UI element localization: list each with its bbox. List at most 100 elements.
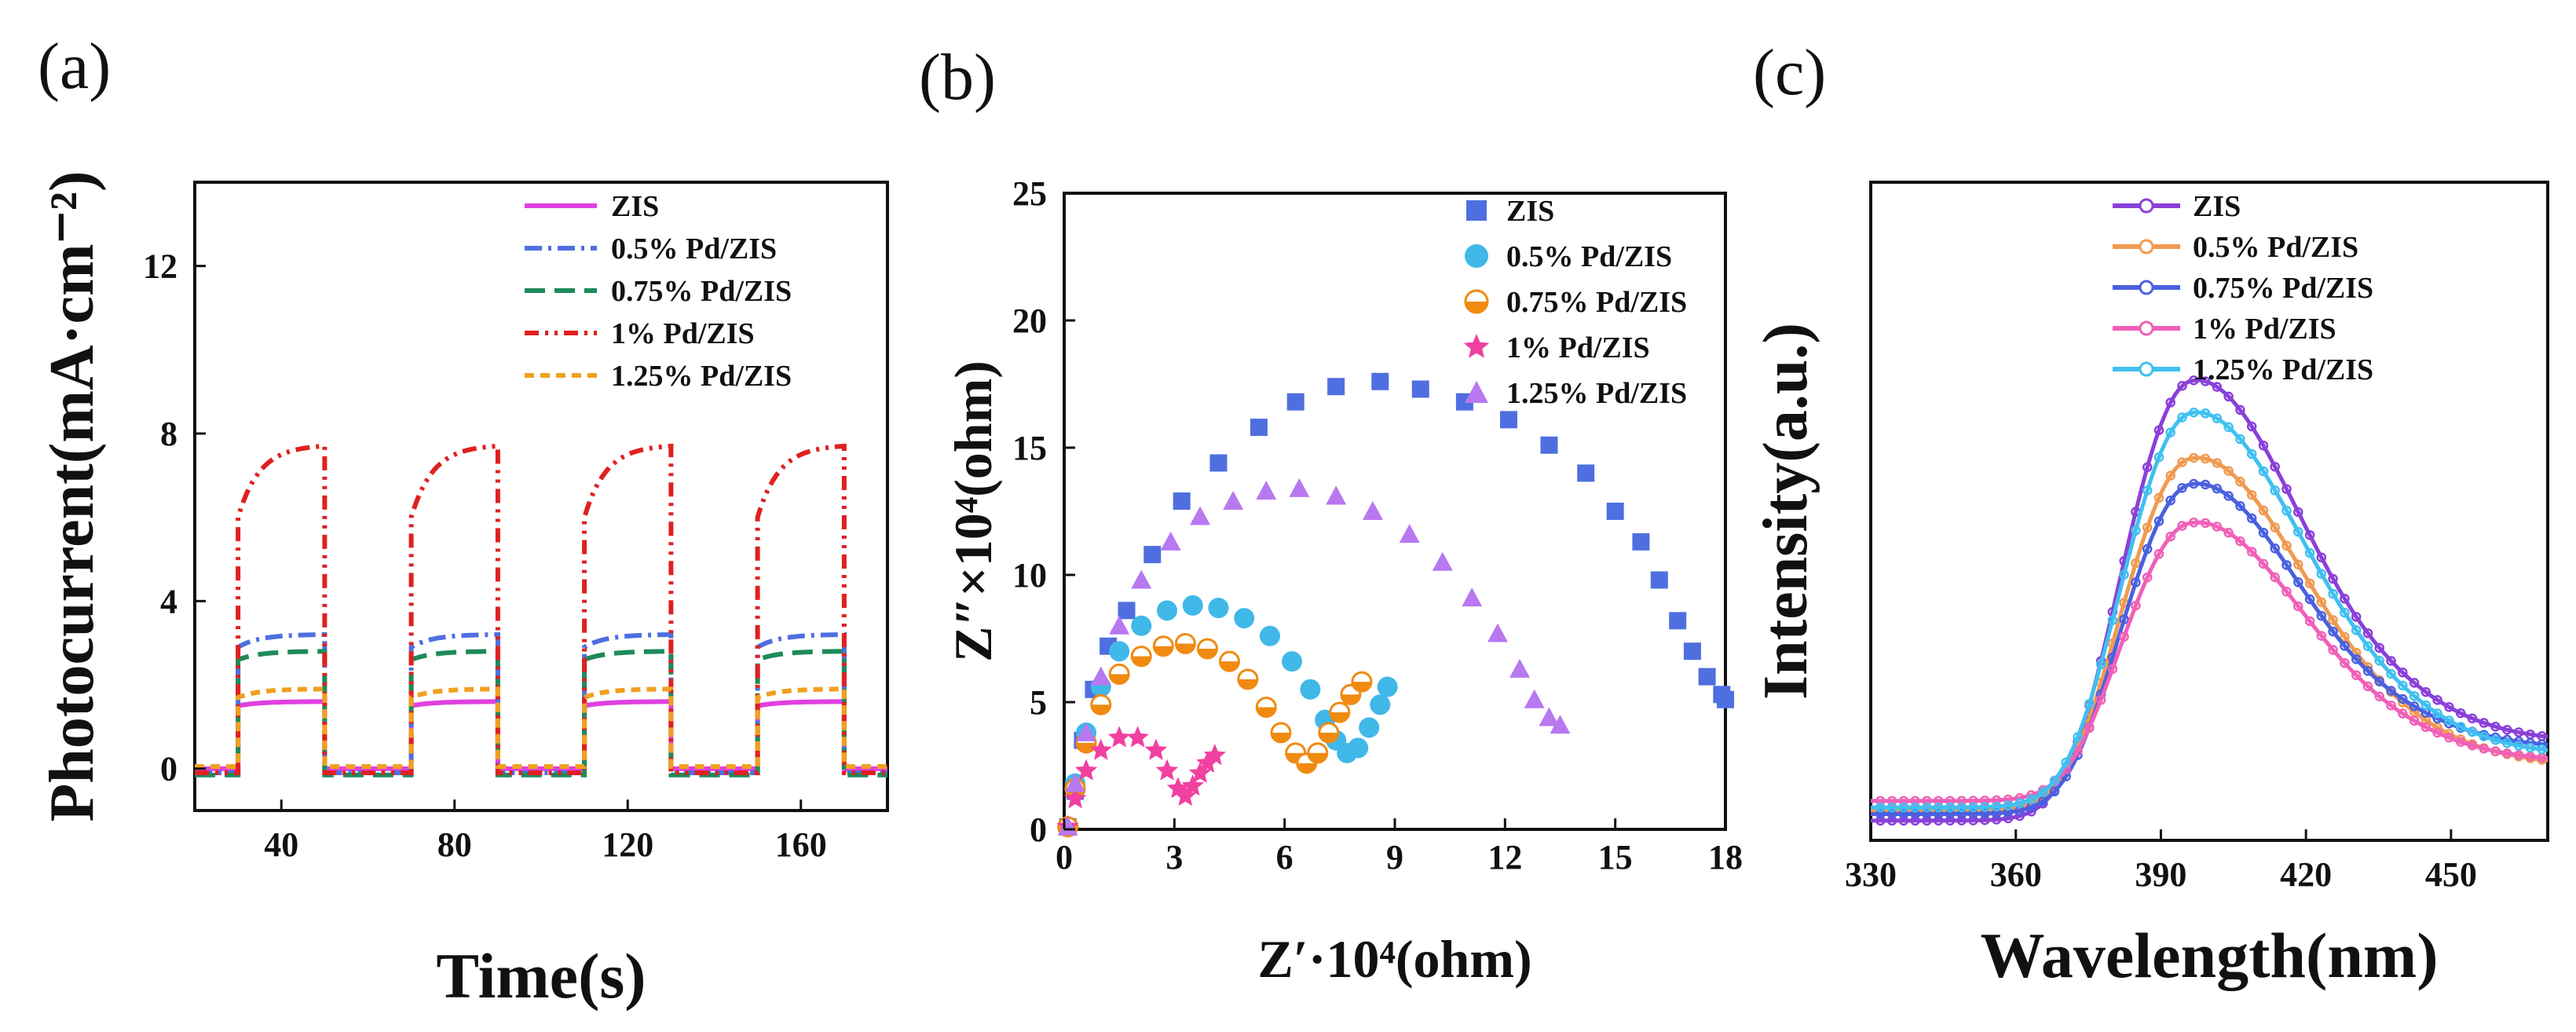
data-point-1-pd-zis (2223, 528, 2234, 538)
data-point-0-75-pd-zis (1130, 646, 1152, 668)
panel-c-label: (c) (1753, 36, 1826, 109)
data-point-1-25-pd-zis (2037, 787, 2048, 797)
data-point-0-75-pd-zis (1174, 632, 1196, 654)
y-tick-label: 4 (160, 582, 177, 620)
data-point-zis (1327, 378, 1345, 396)
data-point-0-75-pd-zis (1910, 809, 1920, 819)
data-point-0-5-pd-zis (1208, 598, 1229, 619)
data-point-zis (1606, 503, 1624, 520)
x-tick-label: 6 (1276, 838, 1293, 876)
data-point-0-5-pd-zis (2153, 492, 2164, 503)
data-point-1-25-pd-zis (2351, 625, 2362, 635)
data-point-1-25-pd-zis (2281, 506, 2292, 516)
panel-c-ylabel: Intensity(a.u.) (1751, 323, 1820, 700)
data-point-1-25-pd-zis (1886, 802, 1897, 813)
data-point-1-pd-zis (1991, 795, 2002, 806)
data-point-zis (2374, 642, 2384, 653)
data-point-1-25-pd-zis (2316, 569, 2327, 579)
data-point-1-25-pd-zis (2432, 708, 2442, 719)
data-point-0-75-pd-zis-fill (1132, 656, 1151, 666)
data-point-zis (1250, 419, 1268, 437)
data-point-1-25-pd-zis (1109, 615, 1130, 635)
data-point-0-75-pd-zis-fill (1154, 646, 1173, 656)
data-point-0-5-pd-zis (1359, 717, 1380, 738)
data-point-0-75-pd-zis (2386, 686, 2396, 696)
data-point-0-75-pd-zis (1991, 808, 2002, 818)
legend-label-zis: ZIS (1506, 195, 1554, 228)
data-point-1-25-pd-zis (2084, 699, 2095, 709)
data-point-1-25-pd-zis (1991, 801, 2002, 812)
data-point-0-5-pd-zis (1300, 679, 1321, 700)
y-tick-label: 8 (160, 415, 177, 453)
data-point-0-75-pd-zis (1196, 638, 1218, 660)
data-point-zis (2432, 695, 2442, 705)
series-line-0-75-pd-zis (1871, 481, 2548, 816)
data-point-0-5-pd-zis (1348, 737, 1369, 759)
data-point-1-pd-zis (2316, 631, 2327, 641)
data-point-1-25-pd-zis (2502, 737, 2512, 748)
data-point-0-75-pd-zis (1980, 808, 1990, 819)
panel-c-frame (1869, 181, 2549, 842)
data-point-1-pd-zis (1933, 796, 1944, 806)
legend-marker-1-pd-zis (1463, 334, 1490, 358)
data-point-1-25-pd-zis (2490, 735, 2501, 745)
data-point-1-25-pd-zis (1057, 816, 1078, 836)
data-point-1-25-pd-zis (1487, 623, 1508, 642)
data-point-0-75-pd-zis (2131, 577, 2141, 587)
data-point-0-5-pd-zis (1109, 641, 1130, 662)
data-point-0-75-pd-zis-fill (1271, 732, 1290, 742)
data-point-1-25-pd-zis (1362, 501, 1383, 520)
data-point-0-75-pd-zis (2153, 516, 2164, 526)
legend-marker-0-5-pd-zis (2139, 239, 2154, 254)
series-zis (1871, 375, 2548, 826)
data-point-0-5-pd-zis (2200, 453, 2211, 464)
data-point-zis (2328, 573, 2338, 584)
data-point-1-pd-zis (2131, 600, 2141, 611)
data-point-zis (2467, 713, 2478, 723)
data-point-1-pd-zis (2351, 670, 2362, 680)
legend-label-zis: ZIS (611, 190, 659, 223)
data-point-0-5-pd-zis (2142, 522, 2153, 532)
data-point-0-75-pd-zis (2328, 626, 2338, 637)
data-point-1-25-pd-zis (2142, 485, 2153, 496)
data-point-zis (1898, 815, 1909, 826)
data-point-1-pd-zis (2165, 531, 2175, 542)
panel-a-label: (a) (38, 30, 111, 103)
legend-label-1-25-pd-zis: 1.25% Pd/ZIS (1506, 377, 1687, 410)
data-point-1-pd-zis (2420, 722, 2431, 733)
data-point-0-75-pd-zis-fill (1220, 661, 1239, 672)
data-point-0-75-pd-zis (2270, 543, 2280, 554)
data-point-zis (2003, 813, 2014, 824)
legend-label-1-pd-zis: 1% Pd/ZIS (1506, 331, 1650, 364)
data-point-1-25-pd-zis (2107, 615, 2118, 625)
data-point-0-75-pd-zis (2119, 614, 2129, 624)
data-point-0-75-pd-zis (1945, 809, 1956, 819)
data-point-zis (2455, 708, 2466, 719)
data-point-1-pd-zis (1886, 796, 1897, 806)
data-point-1-pd-zis (1910, 796, 1920, 806)
data-point-0-5-pd-zis (1282, 651, 1303, 672)
data-point-1-25-pd-zis (2026, 794, 2036, 804)
data-point-zis (2281, 484, 2292, 494)
data-point-1-25-pd-zis (1076, 722, 1097, 741)
data-point-0-75-pd-zis (2200, 479, 2211, 490)
data-point-0-5-pd-zis (2293, 559, 2303, 570)
data-point-0-75-pd-zis (2281, 560, 2292, 570)
data-point-1-25-pd-zis (1550, 715, 1571, 734)
data-point-0-75-pd-zis-fill (1110, 674, 1129, 684)
data-point-zis (1286, 393, 1304, 411)
data-point-zis (2246, 421, 2257, 432)
data-point-0-75-pd-zis-fill (1297, 763, 1316, 773)
data-point-0-75-pd-zis (2258, 527, 2269, 538)
series-0-5-pd-zis (1057, 595, 1398, 837)
data-point-1-pd-zis (2490, 746, 2501, 756)
x-tick-label: 450 (2425, 855, 2477, 894)
data-point-0-75-pd-zis (2340, 641, 2350, 651)
data-point-0-75-pd-zis (1219, 650, 1240, 672)
data-point-1-pd-zis (2328, 645, 2338, 655)
data-point-1-pd-zis (1203, 744, 1227, 766)
data-point-zis (2479, 718, 2489, 728)
data-point-1-25-pd-zis (2444, 715, 2454, 726)
data-point-0-5-pd-zis (2177, 457, 2187, 467)
data-point-0-75-pd-zis (2293, 577, 2303, 587)
